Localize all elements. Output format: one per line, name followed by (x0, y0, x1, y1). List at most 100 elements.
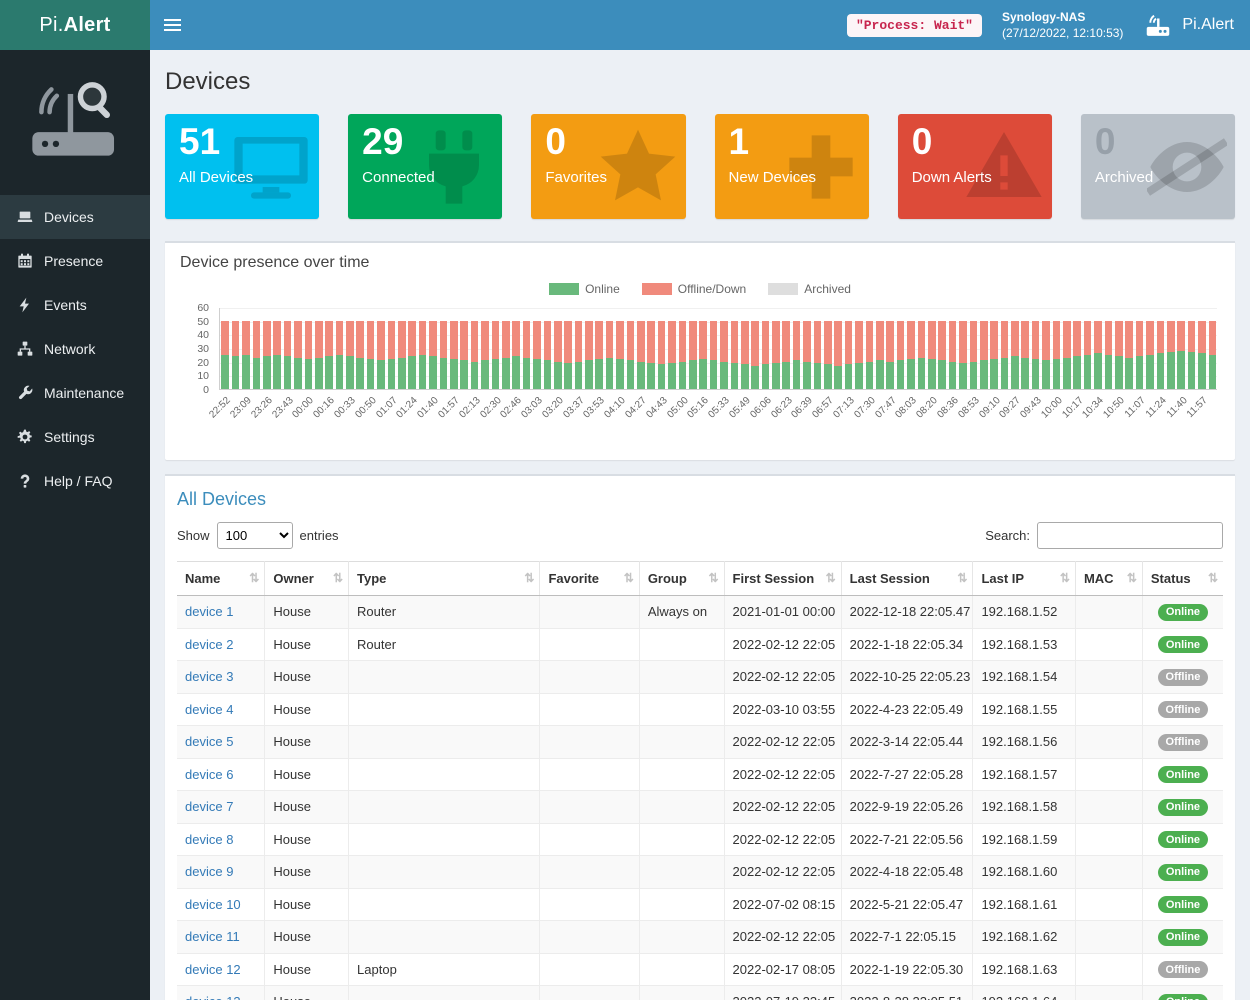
device-link[interactable]: device 8 (185, 831, 234, 847)
chart-bar (1021, 320, 1030, 389)
chart-bar (1042, 320, 1050, 389)
bar-segment-online (772, 363, 780, 389)
bar-segment-offline-down (813, 320, 822, 364)
x-tick-label: 11:40 (1164, 395, 1190, 420)
legend-item-online[interactable]: Online (549, 282, 620, 296)
bar-segment-offline-down (398, 320, 406, 358)
cell-first-session: 2022-02-12 22:05 (724, 855, 842, 889)
summary-card-new-devices[interactable]: 1 New Devices (714, 114, 869, 219)
bar-segment-offline-down (772, 320, 780, 364)
x-tick-label: 03:03 (519, 395, 545, 421)
chart-bar (1063, 320, 1071, 389)
bar-segment-offline-down (1208, 320, 1217, 355)
device-link[interactable]: device 2 (185, 636, 234, 652)
sidebar-item-network[interactable]: Network (0, 327, 150, 371)
summary-card-archived[interactable]: 0 Archived (1080, 114, 1236, 219)
bar-segment-offline-down (1000, 320, 1009, 358)
bar-segment-offline-down (377, 320, 385, 361)
device-link[interactable]: device 12 (185, 961, 241, 977)
device-link[interactable]: device 7 (185, 799, 234, 815)
sidebar-item-devices[interactable]: Devices (0, 195, 150, 239)
bar-segment-online (927, 358, 936, 389)
summary-card-connected[interactable]: 29 Connected (348, 114, 503, 219)
bar-segment-offline-down (1166, 320, 1175, 353)
cell-last-ip: 192.168.1.55 (972, 693, 1076, 726)
device-link[interactable]: device 10 (185, 896, 241, 912)
column-header-type[interactable]: Type ⇅ (348, 561, 541, 596)
sidebar-logo (0, 50, 150, 195)
device-link[interactable]: device 11 (185, 929, 240, 945)
column-header-owner[interactable]: Owner ⇅ (264, 561, 350, 596)
chart-bar (335, 320, 344, 389)
cell-last-ip: 192.168.1.62 (972, 920, 1076, 954)
column-header-favorite[interactable]: Favorite ⇅ (539, 561, 640, 596)
sidebar-item-events[interactable]: Events (0, 283, 150, 327)
cell-first-session: 2022-02-12 22:05 (724, 628, 842, 661)
legend-item-archived[interactable]: Archived (768, 282, 851, 296)
device-link[interactable]: device 5 (185, 734, 234, 750)
summary-card-all-devices[interactable]: 51 All Devices (165, 114, 320, 219)
device-link[interactable]: device 6 (185, 766, 234, 782)
column-header-label: Favorite (548, 571, 600, 586)
sidebar-item-settings[interactable]: Settings (0, 415, 150, 459)
sidebar-item-presence[interactable]: Presence (0, 239, 150, 283)
summary-card-down-alerts[interactable]: 0 Down Alerts (897, 114, 1052, 219)
sidebar-item-help-faq[interactable]: Help / FAQ (0, 459, 150, 503)
cell-last-session: 2022-7-27 22:05.28 (841, 758, 974, 791)
column-header-first-session[interactable]: First Session ⇅ (724, 561, 842, 596)
device-link[interactable]: device 9 (185, 864, 234, 880)
chart-bar (564, 320, 572, 389)
bar-segment-offline-down (740, 320, 749, 365)
cell-mac (1075, 595, 1143, 629)
bar-segment-offline-down (678, 320, 687, 362)
bar-segment-offline-down (512, 320, 520, 357)
top-bar: Pi. Alert "Process: Wait" Synology-NAS (2… (0, 0, 1250, 50)
chart-bar (460, 320, 468, 389)
app-logo[interactable]: Pi. Alert (0, 0, 150, 50)
chart-bar (688, 320, 697, 389)
column-header-last-session[interactable]: Last Session ⇅ (841, 561, 974, 596)
cell-favorite (539, 758, 640, 791)
bar-segment-offline-down (1073, 320, 1082, 357)
x-tick-label: 03:37 (560, 395, 587, 421)
page-length-select[interactable]: 100 (216, 522, 293, 549)
column-header-name[interactable]: Name ⇅ (177, 561, 266, 596)
x-tick-label: 09:10 (976, 395, 1003, 421)
device-link[interactable]: device 4 (185, 701, 234, 717)
bar-segment-online (501, 357, 510, 389)
app-logo-text: Pi. (39, 13, 64, 36)
column-header-last-ip[interactable]: Last IP ⇅ (972, 561, 1076, 596)
cell-name: device 5 (177, 725, 266, 759)
chart-bar (647, 320, 656, 389)
table-row: device 10 House 2022-07-02 08:15 2022-5-21 … (177, 888, 1223, 921)
cell-last-session: 2022-5-21 22:05.47 (841, 888, 974, 921)
x-tick-label: 05:16 (685, 395, 712, 421)
summary-card-favorites[interactable]: 0 Favorites (531, 114, 686, 219)
legend-item-offline-down[interactable]: Offline/Down (641, 282, 746, 296)
cell-type (348, 790, 541, 824)
x-tick-label: 07:47 (872, 395, 899, 421)
chart-bar (501, 320, 510, 389)
search-input[interactable] (1037, 522, 1223, 549)
device-link[interactable]: device 13 (185, 994, 241, 1000)
cell-status: Online (1142, 985, 1223, 1000)
chart-bar (626, 320, 635, 389)
chart-bar (314, 320, 323, 389)
cell-last-session: 2022-7-21 22:05.56 (841, 823, 974, 856)
table-row: device 4 House 2022-03-10 03:55 2022-4-23 2… (177, 693, 1223, 726)
column-header-status[interactable]: Status ⇅ (1142, 561, 1223, 596)
chart-bar (844, 320, 853, 389)
column-header-group[interactable]: Group ⇅ (639, 561, 725, 596)
chart-bar (1156, 320, 1165, 389)
column-header-label: Name (185, 571, 221, 586)
sidebar-toggle-icon[interactable] (150, 0, 195, 50)
sidebar-item-maintenance[interactable]: Maintenance (0, 371, 150, 415)
brand-right[interactable]: Pi.Alert (1143, 12, 1234, 39)
chart-bar (637, 320, 645, 389)
device-link[interactable]: device 1 (185, 604, 234, 620)
bar-segment-online (1083, 354, 1092, 389)
column-header-mac[interactable]: MAC ⇅ (1075, 561, 1143, 596)
card-value: 0 (545, 121, 566, 162)
cell-last-session: 2022-12-18 22:05.47 (841, 595, 974, 629)
device-link[interactable]: device 3 (185, 669, 234, 685)
